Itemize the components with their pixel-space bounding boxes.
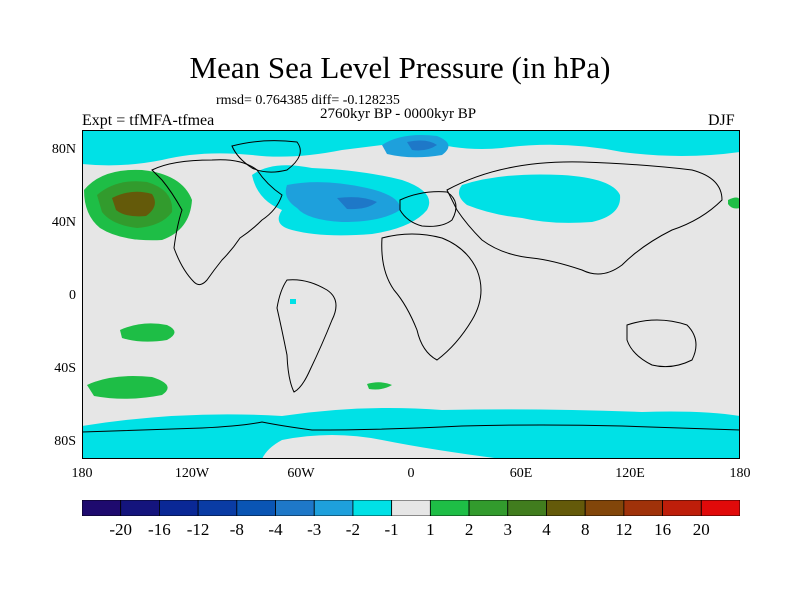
colorbar-swatch <box>391 500 431 516</box>
colorbar-label: 16 <box>654 520 672 539</box>
colorbar-swatch <box>546 500 586 516</box>
colorbar-label: 4 <box>542 520 551 539</box>
colorbar-swatch <box>120 500 160 516</box>
lat-label-40n: 40N <box>51 215 76 230</box>
greenland-coast <box>231 140 301 173</box>
arctic-low-core <box>407 140 437 151</box>
australia-coast <box>626 319 697 368</box>
colorbar-label: 8 <box>580 520 590 539</box>
season-label: DJF <box>708 112 735 129</box>
south-pacific-high-2 <box>87 376 168 399</box>
north-pacific-high-core <box>112 191 155 217</box>
experiment-label: Expt = tfMFA-tfmea <box>82 112 215 129</box>
colorbar-swatch <box>275 500 315 516</box>
lat-label-40s: 40S <box>54 361 76 376</box>
colorbar-swatch <box>507 500 547 516</box>
colorbar-label: 1 <box>426 520 435 539</box>
colorbar-label: -2 <box>345 520 360 539</box>
period-label: 2760kyr BP - 0000kyr BP <box>320 106 477 122</box>
lat-label-80s: 80S <box>54 434 76 449</box>
lon-label-0: 0 <box>407 466 415 481</box>
map-title: Mean Sea Level Pressure (in hPa) <box>189 50 611 85</box>
eurasian-low <box>458 174 621 223</box>
lon-label-60w: 60W <box>287 466 315 481</box>
colorbar-swatch <box>236 500 276 516</box>
lon-label-120e: 120E <box>615 466 645 481</box>
colorbar-swatch <box>429 500 470 516</box>
south-america-coast <box>276 279 337 393</box>
antarctic-negative-band <box>82 408 740 459</box>
colorbar-label: -16 <box>148 520 171 539</box>
colorbar-label: 3 <box>503 520 513 539</box>
colorbar-label: -1 <box>384 520 399 539</box>
south-atlantic-high <box>367 382 392 390</box>
colorbar-swatch <box>159 500 199 516</box>
lon-label-180w: 180 <box>71 466 93 481</box>
colorbar-swatch <box>700 500 740 516</box>
colorbar-swatch <box>584 500 625 516</box>
colorbar-label: -8 <box>229 520 244 539</box>
tropical-atlantic-patch <box>290 299 296 304</box>
colorbar-swatch <box>468 500 509 516</box>
colorbar-swatch <box>352 500 393 516</box>
colorbar-label: 20 <box>692 520 710 539</box>
colorbar-swatch <box>623 500 663 516</box>
colorbar-label: -4 <box>268 520 283 539</box>
coastlines <box>82 140 740 433</box>
colorbar-label: -12 <box>186 520 210 539</box>
colorbar-label: -20 <box>109 520 133 539</box>
pressure-anomaly-map <box>82 130 740 459</box>
colorbar-label: -3 <box>307 520 322 539</box>
colorbar-swatch <box>82 500 122 516</box>
arctic-negative-band <box>82 130 740 166</box>
europe-coast <box>399 191 457 227</box>
north-atlantic-low-core <box>337 197 377 210</box>
colorbar-swatch <box>313 500 354 516</box>
colorbar-swatch <box>662 500 702 516</box>
colorbar <box>82 500 740 516</box>
colorbar-label: 2 <box>464 520 474 539</box>
south-pacific-high-1 <box>120 323 175 342</box>
antarctica-coast <box>82 421 740 433</box>
lon-label-180e: 180 <box>729 466 751 481</box>
colorbar-label: 12 <box>615 520 633 539</box>
lat-label-0: 0 <box>69 288 76 303</box>
lat-label-80n: 80N <box>51 142 76 157</box>
asia-coast <box>446 161 723 275</box>
lon-label-60e: 60E <box>509 466 533 481</box>
colorbar-swatch <box>197 500 238 516</box>
map-border <box>82 130 740 459</box>
africa-coast <box>381 233 482 361</box>
stats-line: rmsd= 0.764385 diff= -0.128235 <box>216 93 400 108</box>
north-america-coast <box>151 159 283 286</box>
east-pacific-high <box>728 197 740 209</box>
lon-label-120w: 120W <box>174 466 210 481</box>
